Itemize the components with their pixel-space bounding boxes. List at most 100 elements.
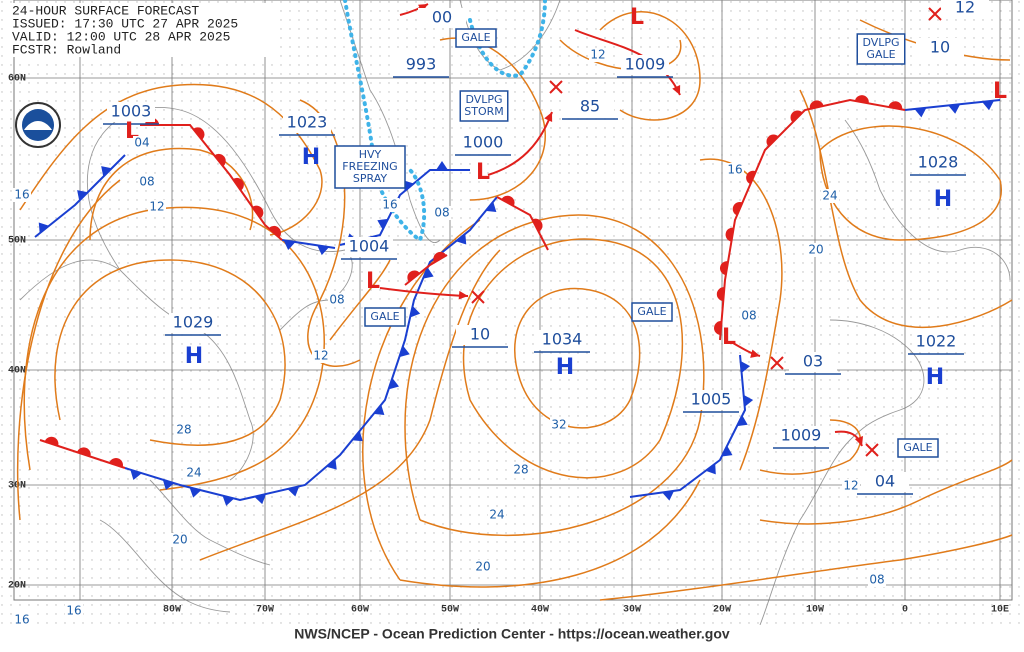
isobar-label: 16 (727, 163, 742, 177)
longitude-label: 10E (991, 605, 1009, 616)
front-symbol (352, 430, 363, 442)
pressure-center: H (934, 187, 952, 212)
isobar-label-bg (13, 188, 31, 202)
pressure-label: 1029 (173, 313, 214, 332)
warning-box: GALE (455, 28, 497, 48)
front-symbol (914, 107, 927, 118)
warning-text: SPRAY (353, 172, 387, 185)
warning-frame (459, 90, 509, 122)
front-symbol (162, 479, 175, 491)
pressure-label-bg (789, 352, 837, 372)
pressure-label-bg (912, 332, 960, 352)
warning-text: GALE (637, 305, 666, 318)
warm-front (140, 124, 283, 241)
forecast-position (928, 7, 942, 21)
front-symbol (130, 469, 142, 481)
pressure-label: 1004 (349, 237, 390, 256)
pressure-label-bg (621, 55, 669, 75)
warning-text: FREEZING (342, 160, 397, 173)
longitude-label: 20W (713, 605, 731, 616)
isobar-label: 08 (329, 293, 344, 307)
isobar-label: 12 (843, 479, 858, 493)
front-symbol (714, 321, 722, 336)
front-symbol (214, 153, 226, 167)
isobar-label: 04 (134, 136, 149, 150)
front-symbol (77, 190, 88, 201)
pressure-label-bg (283, 113, 331, 133)
track-arrowhead (672, 85, 681, 95)
isobar (54, 259, 286, 446)
front-symbol (790, 110, 803, 123)
isobar-label-bg (474, 560, 492, 574)
front-symbol (222, 495, 235, 506)
warning-box: GALE (631, 302, 673, 322)
pressure-label: 1005 (691, 390, 732, 409)
isobar (759, 459, 1013, 525)
forecast-position (471, 290, 485, 304)
front-symbol (982, 100, 995, 111)
isobar-label-bg (175, 423, 193, 437)
pressure-center: L (476, 160, 490, 185)
warning-text: HVY (359, 148, 382, 161)
forecast-position (865, 443, 879, 457)
pressure-label-bg (459, 133, 507, 153)
isobar-label-bg (807, 243, 825, 257)
front-symbol (403, 180, 414, 192)
front-symbol (77, 447, 91, 457)
warning-box: GALE (364, 307, 406, 327)
warning-frame (631, 302, 673, 322)
map-background (0, 0, 1024, 625)
longitude-label: 70W (256, 605, 274, 616)
warning-text: STORM (464, 105, 504, 118)
isobar-label-bg (740, 309, 758, 323)
isobar (19, 83, 323, 236)
track-arrowhead (854, 436, 864, 446)
front-symbol (436, 161, 448, 170)
pressure-label: 12 (955, 0, 975, 17)
front-symbol (854, 95, 869, 104)
pressure-label: 1023 (287, 113, 328, 132)
warning-frame (455, 28, 497, 48)
front-symbol (373, 404, 385, 415)
pressure-label-bg (777, 426, 825, 446)
front-symbol (410, 305, 421, 318)
front-symbol (716, 287, 725, 302)
isobar (299, 99, 361, 367)
isobar-label: 08 (869, 573, 884, 587)
isobar (89, 147, 254, 241)
front-symbol (377, 218, 389, 230)
front-symbol (948, 104, 961, 114)
warning-text: GALE (370, 310, 399, 323)
front-symbol (101, 166, 112, 177)
pressure-label: 00 (432, 8, 452, 27)
isobar-label-bg (433, 206, 451, 220)
isobar-label: 20 (475, 560, 490, 574)
footer: NWS/NCEP - Ocean Prediction Center - htt… (294, 626, 730, 642)
warning-frame (897, 438, 939, 458)
front-symbol (109, 458, 123, 468)
isobar-label-bg (726, 163, 744, 177)
pressure-label: 993 (406, 55, 437, 74)
track-arrowhead (458, 290, 468, 300)
track-arrow (487, 111, 553, 176)
front-symbol (399, 345, 410, 358)
warning-frame (334, 145, 406, 189)
pressure-label: 1003 (111, 102, 152, 121)
isobar (514, 287, 641, 429)
isobar-label: 08 (139, 175, 154, 189)
front-symbol (766, 134, 779, 147)
isobar-label: 32 (551, 418, 566, 432)
latitude-label: 50N (8, 236, 26, 247)
isobar-label-bg (328, 293, 346, 307)
warning-text: GALE (866, 48, 895, 61)
pressure-label: 04 (875, 472, 895, 491)
warning-frame (364, 307, 406, 327)
pressure-label-bg (941, 0, 989, 18)
warning-text: GALE (903, 441, 932, 454)
pressure-center: H (185, 344, 203, 369)
latitude-label: 40N (8, 366, 26, 377)
front-symbol (232, 177, 244, 191)
